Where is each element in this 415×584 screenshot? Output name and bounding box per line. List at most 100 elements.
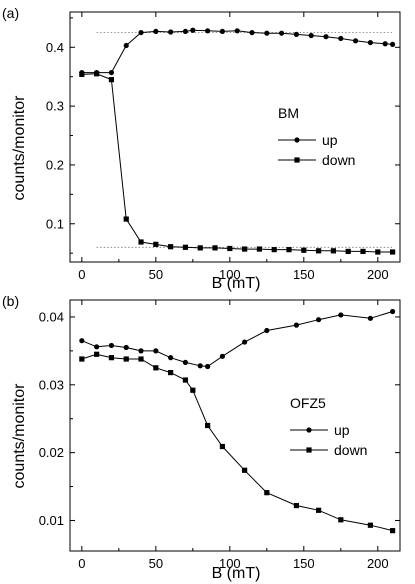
panel-b-x-axis-title: B (mT) <box>212 565 261 582</box>
panel-b-series-down-point <box>242 467 248 473</box>
panel-a-series-down-point <box>182 244 189 250</box>
panel-b-series-down-point <box>316 507 322 513</box>
panel-a-series-down-point <box>271 247 277 253</box>
panel-b-series-up-point <box>108 342 115 349</box>
panel-b-series-up-point <box>182 359 189 366</box>
panel-b-legend-title: OFZ5 <box>290 395 326 411</box>
panel-a-y-tick-label: 0.1 <box>46 216 64 231</box>
panel-b-series-down-point <box>182 377 189 383</box>
panel-a-series-down-point <box>108 77 115 83</box>
panel-b-series-up-point <box>168 355 174 361</box>
panel-a-legend: up down <box>278 132 355 168</box>
panel-b-series-up-point <box>219 353 226 359</box>
panel-a-series-down-point <box>316 248 322 254</box>
panel-b-y-tick-label: 0.04 <box>39 309 64 324</box>
panel-b-y-tick-label: 0.03 <box>39 377 64 392</box>
panel-b-series-up-point <box>242 339 248 345</box>
panel-b-series-up-point <box>293 322 300 328</box>
panel-a-series-up-point <box>138 29 144 36</box>
panel-b-series-down-point <box>338 517 344 523</box>
panel-b-series-down-point <box>94 351 100 357</box>
panel-a-series-down-point <box>227 245 233 252</box>
panel-b-series-down-point <box>123 356 129 362</box>
panel-a-series-up-point <box>153 28 159 35</box>
panel-a-series-up-point <box>323 34 329 40</box>
panel-a-series-up-point <box>293 31 300 37</box>
panel-a-series-up-point <box>279 30 285 36</box>
panel-a-series-up-line <box>81 29 393 74</box>
panel-a-plot-frame <box>69 11 401 263</box>
panel-a-series-down-point <box>345 248 351 255</box>
panel-a-series-down-point <box>212 245 218 251</box>
panel-b-legend-up-marker <box>306 427 312 433</box>
panel-a-series-up-point <box>190 27 196 33</box>
panel-a-series-up-point <box>264 30 270 36</box>
panel-b-series-down-point <box>153 365 159 371</box>
panel-a-legend-down-marker <box>294 157 300 163</box>
panel-a-legend-down-label: down <box>322 152 355 168</box>
panel-b-series-up-point <box>264 327 270 334</box>
panel-b-series-down-point <box>108 355 115 361</box>
panel-b-series-up-point <box>79 338 85 344</box>
panel-b-legend-down-marker <box>306 447 312 453</box>
panel-a-x-tick-label: 0 <box>78 267 85 282</box>
panel-b-series-up-point <box>153 348 159 354</box>
panel-a-series-down-point <box>168 244 174 250</box>
panel-a-legend-up-marker <box>294 137 300 143</box>
panel-a-series-up-point <box>367 39 374 46</box>
panel-b-series-down-point <box>367 522 374 528</box>
panel-a-series-up-point <box>390 41 396 47</box>
panel-b-x-tick-label: 0 <box>78 556 85 571</box>
panel-a-series-up-point <box>168 29 174 35</box>
panel-b-series-down-point <box>219 443 226 450</box>
panel-a-series-down-line <box>81 73 393 253</box>
panel-b-series-down-point <box>190 387 196 393</box>
panel-a-legend-up-label: up <box>322 132 338 148</box>
panel-b-legend-down-label: down <box>334 442 367 458</box>
panel-a-series-down-point <box>94 71 100 77</box>
panel-b-series-up-point <box>197 363 203 369</box>
panel-a-x-tick-label: 200 <box>367 267 389 282</box>
panel-a-series-up-point <box>234 28 240 34</box>
panel-b-series-up-point <box>205 363 211 370</box>
panel-a-series-up-point <box>219 28 226 35</box>
panel-a-series-up-point <box>182 28 189 35</box>
panel-a-label: (a) <box>2 5 19 21</box>
panel-b-series-up-point <box>138 348 144 354</box>
panel-a-y-tick-label: 0.4 <box>46 40 64 55</box>
panel-a-series-down-point <box>390 249 396 255</box>
panel-a-series-up-point <box>123 42 129 49</box>
panel-a-series-up-point <box>205 28 211 34</box>
panel-a-y-tick-label: 0.3 <box>46 99 64 114</box>
panel-b-y-tick-label: 0.01 <box>39 513 64 528</box>
panel-b-series-down-point <box>293 502 300 509</box>
panel-b-x-tick-label: 200 <box>367 556 389 571</box>
panel-a-series-up-point <box>249 29 255 36</box>
panel-b-series-down-point <box>138 356 144 362</box>
panel-a-y-axis-title: counts/monitor <box>11 95 28 201</box>
panel-b-series-up-point <box>94 344 100 350</box>
panel-b-x-tick-label: 150 <box>293 556 315 571</box>
panel-b-label: (b) <box>2 293 19 309</box>
panel-a-series-down-point <box>79 71 85 77</box>
panel-b-series-up-point <box>367 315 374 321</box>
panel-a-y-tick-label: 0.2 <box>46 157 64 172</box>
panel-b-legend-up-label: up <box>334 422 350 438</box>
panel-a-series-down-point <box>153 241 159 247</box>
panel-b-series-down-point <box>168 369 174 376</box>
panel-a: (a) 0 50 100 150 200 0.1 0.2 0.3 0.4 B (mT) coun… <box>2 5 401 292</box>
panel-a-series-up-point <box>108 69 115 76</box>
panel-b-x-tick-label: 100 <box>219 556 241 571</box>
panel-b-series-down-point <box>264 490 270 496</box>
panel-a-series-down-point <box>123 216 129 222</box>
panel-a-x-tick-label: 100 <box>219 267 241 282</box>
panel-b-series-up-point <box>316 317 322 323</box>
panel-a-series-down-point <box>360 248 366 255</box>
panel-b-legend: up down <box>290 422 367 458</box>
panel-b-series-up-point <box>123 344 129 351</box>
panel-a-series-down-point <box>301 247 307 253</box>
panel-b-x-tick-label: 50 <box>149 556 163 571</box>
panel-a-series-up-point <box>308 32 314 39</box>
panel-a-series-up-point <box>382 41 388 47</box>
panel-b-y-tick-label: 0.02 <box>39 445 64 460</box>
